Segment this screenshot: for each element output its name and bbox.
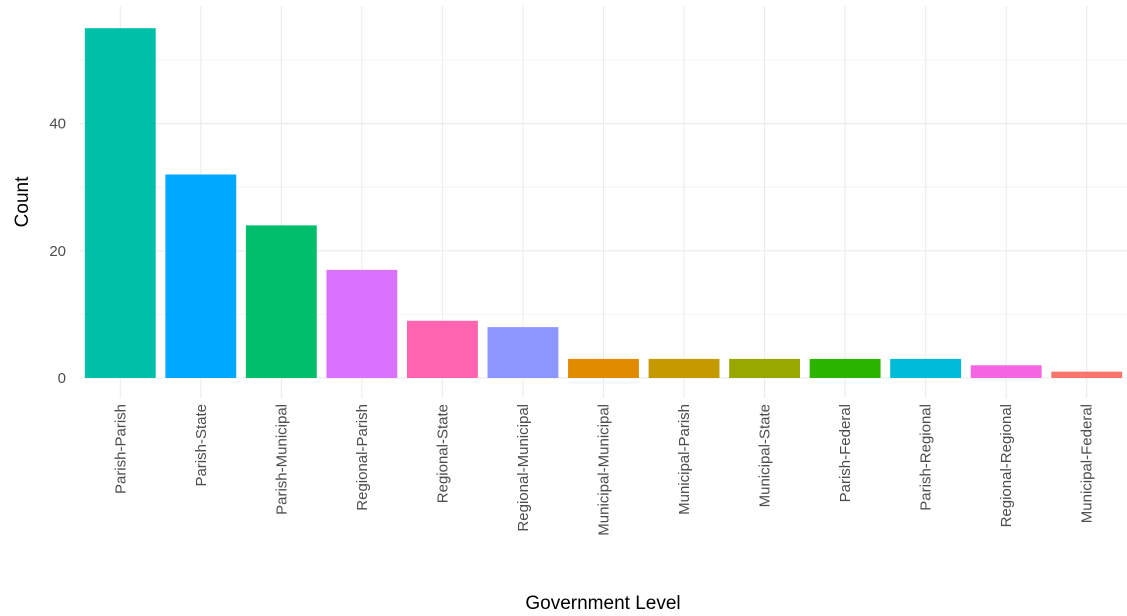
bar-municipal-federal bbox=[1051, 371, 1123, 378]
x-tick-label: Municipal-Parish bbox=[676, 404, 693, 515]
x-tick-label: Regional-Regional bbox=[998, 404, 1015, 527]
y-tick-label: 0 bbox=[58, 370, 66, 387]
x-axis-title: Government Level bbox=[525, 593, 680, 614]
bar-parish-parish bbox=[84, 28, 156, 378]
x-tick-label: Regional-Parish bbox=[354, 404, 371, 511]
bar-regional-municipal bbox=[487, 327, 559, 378]
x-tick-label: Regional-State bbox=[434, 404, 451, 503]
bar-parish-municipal bbox=[245, 225, 317, 378]
bar-regional-regional bbox=[970, 365, 1042, 378]
x-tick-label: Parish-Federal bbox=[837, 404, 854, 502]
x-tick-label: Municipal-State bbox=[757, 404, 774, 507]
bar-municipal-parish bbox=[648, 358, 720, 378]
x-tick-label: Parish-State bbox=[193, 404, 210, 487]
x-tick-label: Parish-Municipal bbox=[273, 404, 290, 515]
x-tick-label: Parish-Regional bbox=[918, 404, 935, 511]
y-tick-label: 20 bbox=[49, 243, 66, 260]
x-tick-label: Municipal-Municipal bbox=[596, 404, 613, 536]
bar-parish-regional bbox=[890, 358, 962, 378]
y-tick-label: 40 bbox=[49, 116, 66, 133]
bar-parish-state bbox=[165, 174, 237, 378]
y-axis-ticks: 0 20 40 bbox=[49, 116, 66, 387]
bar-municipal-state bbox=[729, 358, 801, 378]
bar-regional-parish bbox=[326, 269, 398, 378]
y-axis-title: Count bbox=[12, 176, 33, 227]
bar-parish-federal bbox=[809, 358, 881, 378]
x-tick-label: Regional-Municipal bbox=[515, 404, 532, 532]
x-tick-label: Parish-Parish bbox=[112, 404, 129, 494]
bars bbox=[84, 28, 1123, 378]
grid-lines bbox=[80, 6, 1127, 398]
bar-regional-state bbox=[406, 320, 478, 378]
x-tick-label: Municipal-Federal bbox=[1079, 404, 1096, 523]
x-axis-ticks: Parish-Parish Parish-State Parish-Municipa… bbox=[112, 404, 1095, 536]
bar-municipal-municipal bbox=[568, 358, 639, 378]
